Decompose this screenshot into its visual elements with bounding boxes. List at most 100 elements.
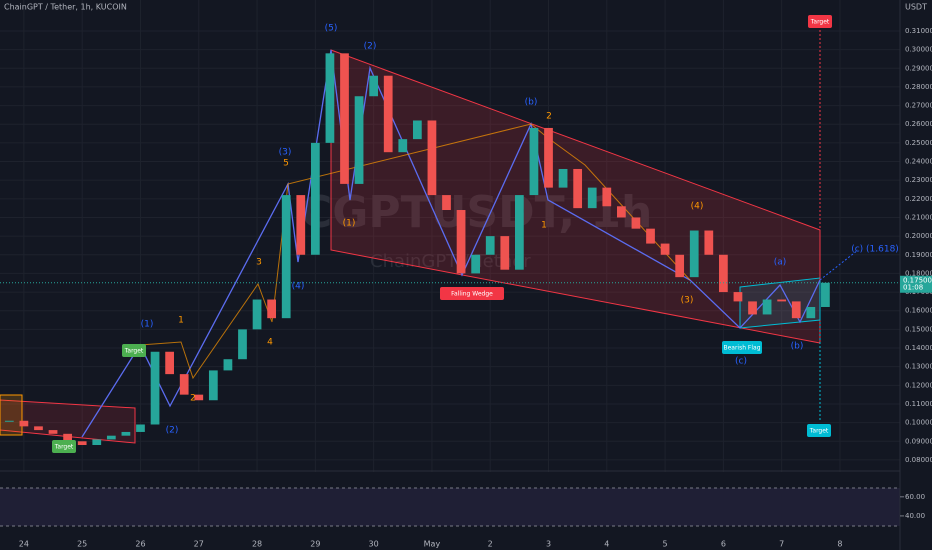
candle — [660, 243, 670, 255]
candle — [587, 187, 597, 209]
subwave-line — [139, 123, 691, 380]
tag-box — [122, 344, 146, 357]
candle — [136, 424, 145, 432]
wave-label: (b) — [525, 98, 538, 108]
wave-label: (1) — [343, 219, 356, 229]
x-tick-label: 3 — [546, 540, 551, 549]
wave-label: (a) — [774, 258, 787, 268]
candle — [150, 351, 160, 425]
tag-label: Bearish Flag — [723, 345, 760, 352]
candle — [529, 127, 539, 196]
candle — [573, 168, 583, 209]
x-tick-label: 28 — [252, 540, 262, 549]
candle — [689, 230, 699, 278]
x-tick-label: 25 — [77, 540, 87, 549]
candle — [121, 431, 131, 436]
wave-label: (4) — [691, 202, 704, 212]
rsi-band — [0, 488, 900, 526]
wave-label: (c) (1.618) — [851, 245, 899, 255]
x-tick-label: 7 — [779, 540, 784, 549]
tag-box — [722, 341, 762, 354]
candle — [252, 299, 262, 330]
candle — [340, 53, 349, 184]
wave-label: (b) — [791, 342, 804, 352]
wave-label: (1) — [141, 320, 154, 330]
tag-label: Target — [124, 348, 144, 355]
candle — [485, 236, 495, 255]
box — [0, 394, 23, 436]
wave-label: 5 — [283, 159, 289, 169]
candle — [748, 301, 757, 315]
candle — [456, 210, 466, 274]
candle — [165, 351, 174, 375]
currency: USDT — [905, 3, 927, 12]
wave-label: 2 — [546, 112, 552, 122]
tag-label: Target — [54, 444, 74, 451]
tag-box — [807, 424, 831, 437]
candle — [208, 370, 218, 401]
projection — [819, 249, 859, 281]
rsi-tick-label: 60.00 — [905, 493, 925, 501]
wave-label: (2) — [364, 42, 377, 52]
x-tick-label: 4 — [604, 540, 609, 549]
candle — [354, 96, 364, 184]
wave-label: (5) — [325, 24, 338, 34]
candle — [92, 439, 102, 446]
candle — [383, 75, 393, 153]
x-tick-label: 30 — [369, 540, 379, 549]
tag-box — [440, 287, 504, 300]
candle — [544, 127, 553, 188]
candle — [398, 139, 408, 153]
candle — [34, 426, 43, 431]
candle — [471, 254, 481, 274]
wave-label: 2 — [190, 394, 196, 404]
candle — [500, 236, 510, 270]
candle — [63, 433, 72, 442]
wave-label: (3) — [681, 296, 694, 306]
candle — [369, 75, 379, 97]
candle — [325, 53, 335, 143]
tag-label: Falling Wedge — [451, 291, 493, 298]
wave-label: (2) — [166, 426, 179, 436]
candle — [675, 254, 685, 278]
candle — [48, 430, 58, 434]
candle — [194, 394, 204, 401]
candle — [296, 195, 306, 255]
candle — [442, 195, 451, 211]
candle — [514, 195, 524, 270]
candle — [777, 299, 787, 302]
wave-label: 1 — [178, 316, 184, 326]
candle — [631, 217, 641, 229]
candle — [310, 142, 320, 255]
tag-label: Target — [810, 19, 830, 26]
header: ChainGPT / Tether, 1h, KUCOIN — [4, 3, 127, 12]
candle — [762, 299, 772, 315]
candle — [558, 168, 568, 188]
candle — [646, 228, 655, 244]
wave-label: 1 — [541, 221, 547, 231]
candle — [223, 359, 233, 371]
candle — [106, 435, 116, 440]
candle — [791, 301, 801, 319]
wave-label: 4 — [267, 338, 273, 348]
